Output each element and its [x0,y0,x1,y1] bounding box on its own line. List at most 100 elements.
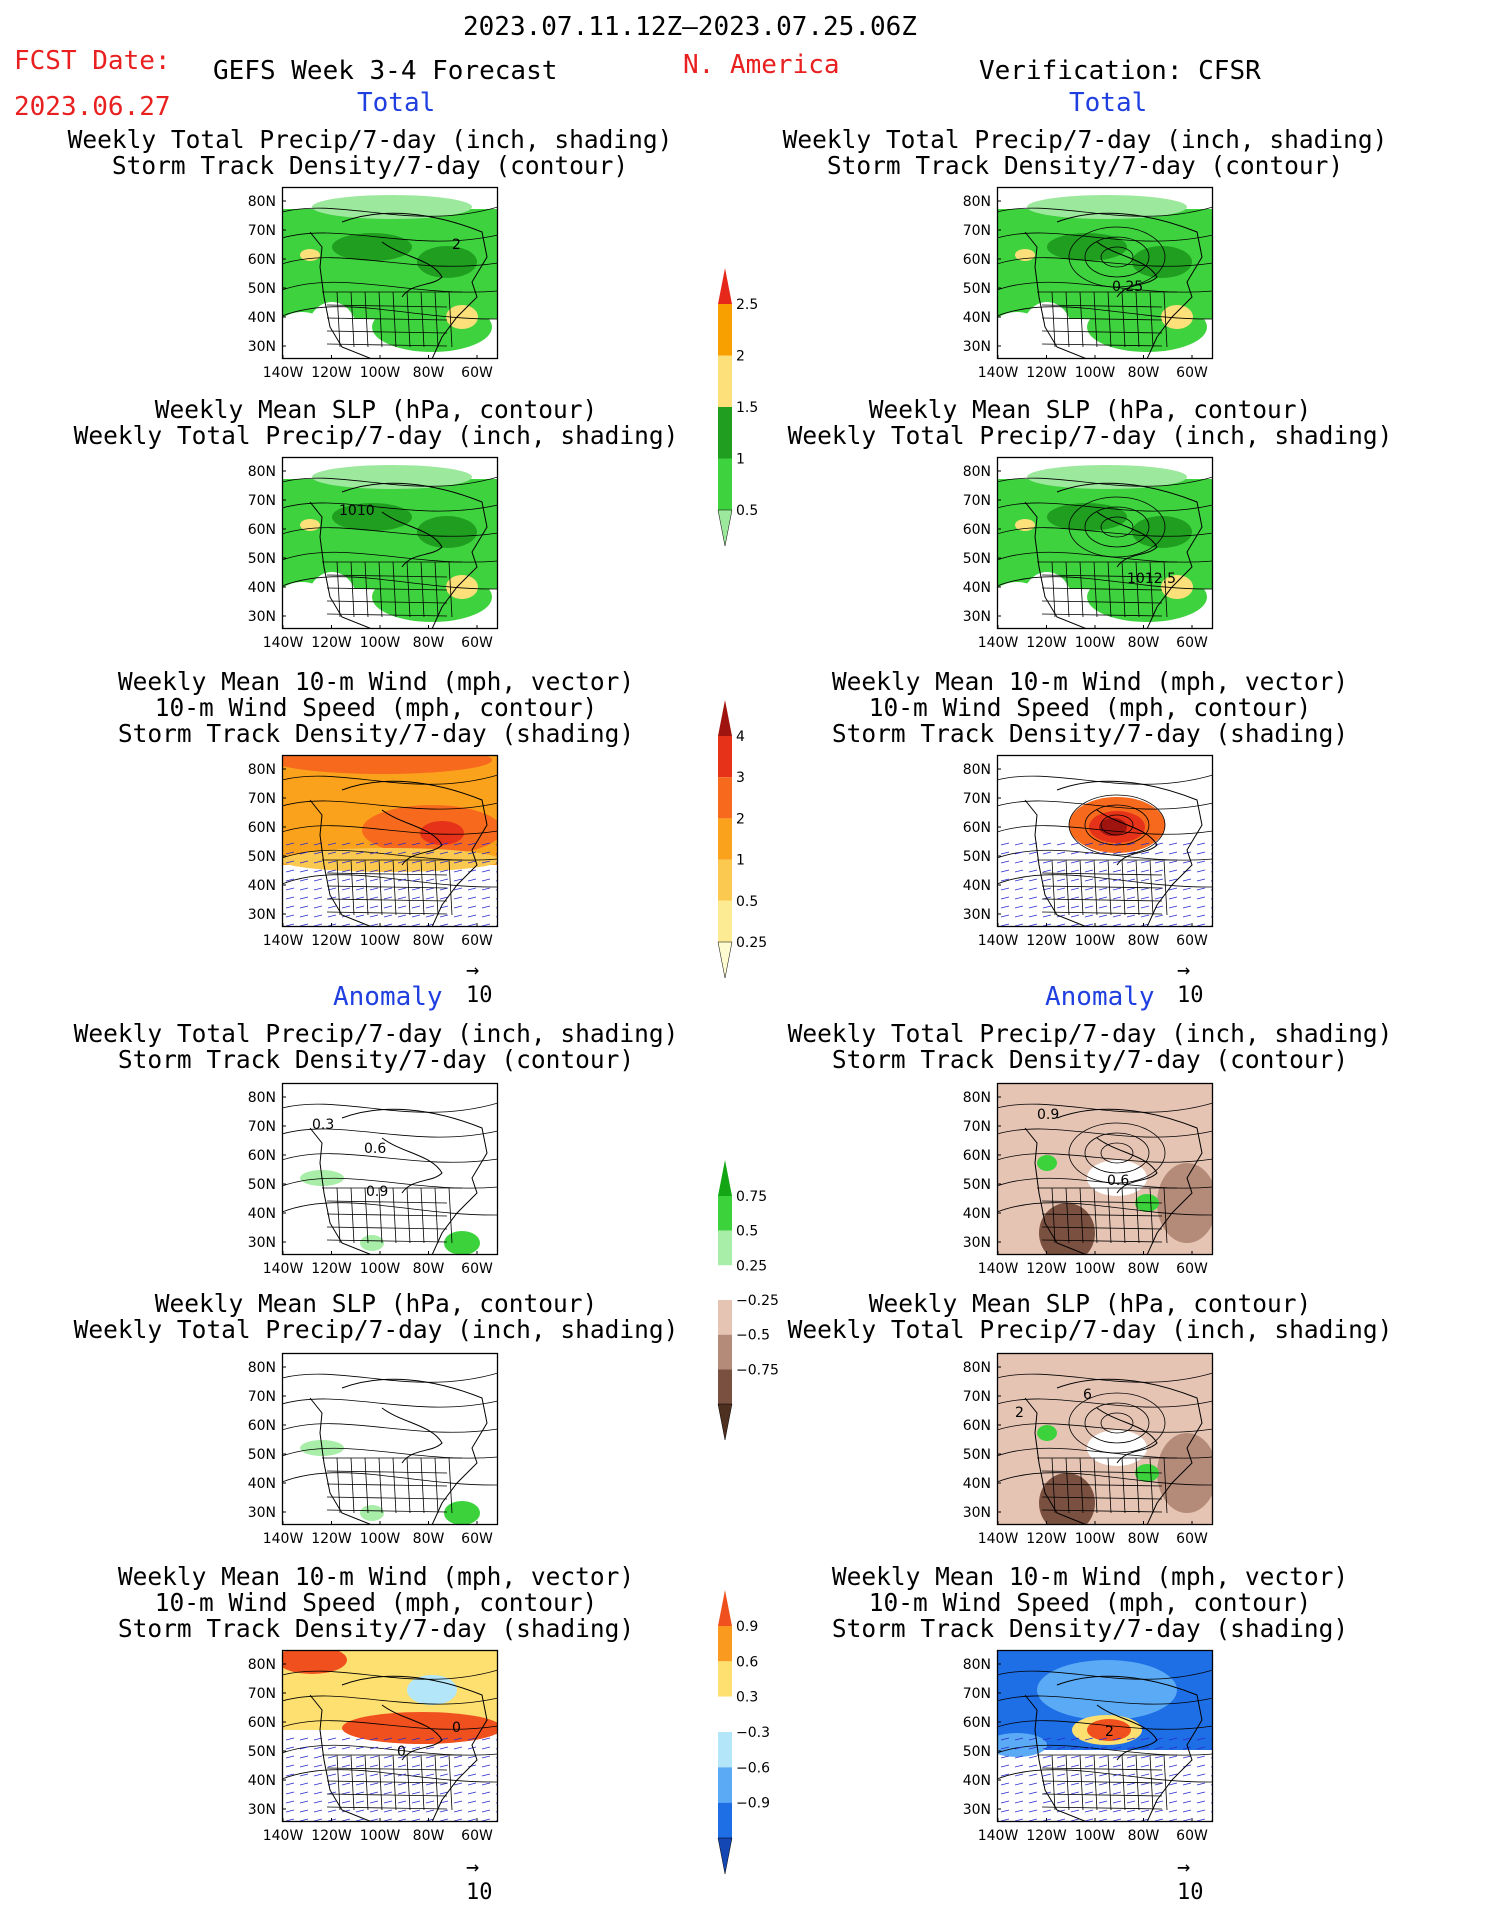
wind-vector [355,896,365,900]
border-line [1041,587,1163,591]
lat-label: 50N [963,281,991,297]
lat-label: 50N [248,551,276,567]
wind-vector [1112,1791,1122,1795]
lat-label: 80N [963,1090,991,1106]
wind-vector [1182,869,1192,873]
lat-label: 40N [248,1476,276,1492]
lon-label: 120W [1026,365,1067,381]
wind-vector [1126,1800,1136,1804]
north-east-coast [1056,212,1203,359]
border-line [448,561,453,618]
border-line [378,561,383,618]
contour-ring [1100,1412,1134,1434]
precip-anom-shade [1037,1425,1057,1441]
contour-value-label: 0 [452,1720,461,1736]
wind-vector [327,869,337,873]
wind-vector [1098,914,1108,918]
wind-vector [397,1782,407,1786]
precip-shade [1161,305,1193,329]
wind-vector [1182,878,1192,882]
contour-line [997,849,1213,861]
panel-4-title-line-1: Weekly Mean SLP (hPa, contour) [868,395,1312,424]
wind-vector [313,1782,323,1786]
wind-vector [1028,1800,1038,1804]
lat-label: 30N [248,1235,276,1251]
wind-vector [341,1737,351,1741]
wind-vector [1126,869,1136,873]
wind-vector [1126,1746,1136,1750]
colorbar-segment [718,304,732,356]
wind-vector [467,1773,477,1777]
wind-vector [1196,1764,1206,1768]
wind-vector [355,1791,365,1795]
lat-label: 40N [963,1206,991,1222]
wind-vector [285,1809,295,1813]
contour-line [282,1153,498,1163]
lon-label: 120W [1026,635,1067,651]
wind-vector [1000,1818,1010,1822]
wind-vector [397,869,407,873]
wind-vector [481,1791,491,1795]
lat-label: 50N [963,1177,991,1193]
wind-vector [1000,851,1010,855]
wind-vector [355,1746,365,1750]
wind-vector [411,887,421,891]
wind-vector [369,1782,379,1786]
wind-vector [453,1809,463,1813]
lat-label: 60N [248,522,276,538]
wind-vector [1098,905,1108,909]
wind-vector [1014,1764,1024,1768]
border-line [1041,885,1163,889]
lat-label: 40N [963,1773,991,1789]
lon-label: 120W [1026,1261,1067,1277]
wind-vector [383,851,393,855]
border-line [1051,1457,1056,1514]
lat-label: 50N [248,1447,276,1463]
coastline [309,780,488,927]
border-line [1163,1457,1168,1514]
north-east-coast [1056,780,1203,927]
border-line [326,1200,448,1204]
wind-vector [1014,1773,1024,1777]
west-coast [1024,501,1088,629]
wind-vector [355,1773,365,1777]
panel-1-title-line-1: Weekly Total Precip/7-day (inch, shading… [67,125,673,154]
wind-vector [411,914,421,918]
lon-label: 100W [360,635,401,651]
wind-vector [439,923,449,927]
lon-label: 80W [1128,635,1160,651]
colorbar-top-triangle [718,1160,732,1196]
state-borders [1037,291,1177,348]
wind-vector [383,1773,393,1777]
precip-shade [312,465,472,489]
wind-vector [1056,887,1066,891]
wind-vector [285,887,295,891]
wind-vector [467,887,477,891]
wind-vector [1056,1800,1066,1804]
border-line [1041,330,1163,334]
west-coast [309,1694,373,1822]
lat-label: 40N [963,310,991,326]
lon-label: 60W [1176,1531,1208,1547]
lon-label: 140W [263,1261,304,1277]
wind-vector [1112,1737,1122,1741]
wind-vector [1014,860,1024,864]
lat-label: 30N [963,339,991,355]
wind-vector [397,1773,407,1777]
wind-vector [1112,878,1122,882]
contour-line [997,206,1213,217]
colorbar-segment [718,859,732,901]
border-line [1051,291,1056,348]
wind-vector [481,1746,491,1750]
contour-line [997,502,1213,512]
contour-line [282,476,498,487]
wind-vector [1084,1791,1094,1795]
wind-vector [1070,878,1080,882]
contour-ring [1084,1402,1150,1444]
wind-vector [1126,1764,1136,1768]
lat-label: 70N [248,1389,276,1405]
border-line [326,1780,448,1784]
wind-vector [425,860,435,864]
lat-label: 60N [248,1148,276,1164]
wind-vector [1098,851,1108,855]
